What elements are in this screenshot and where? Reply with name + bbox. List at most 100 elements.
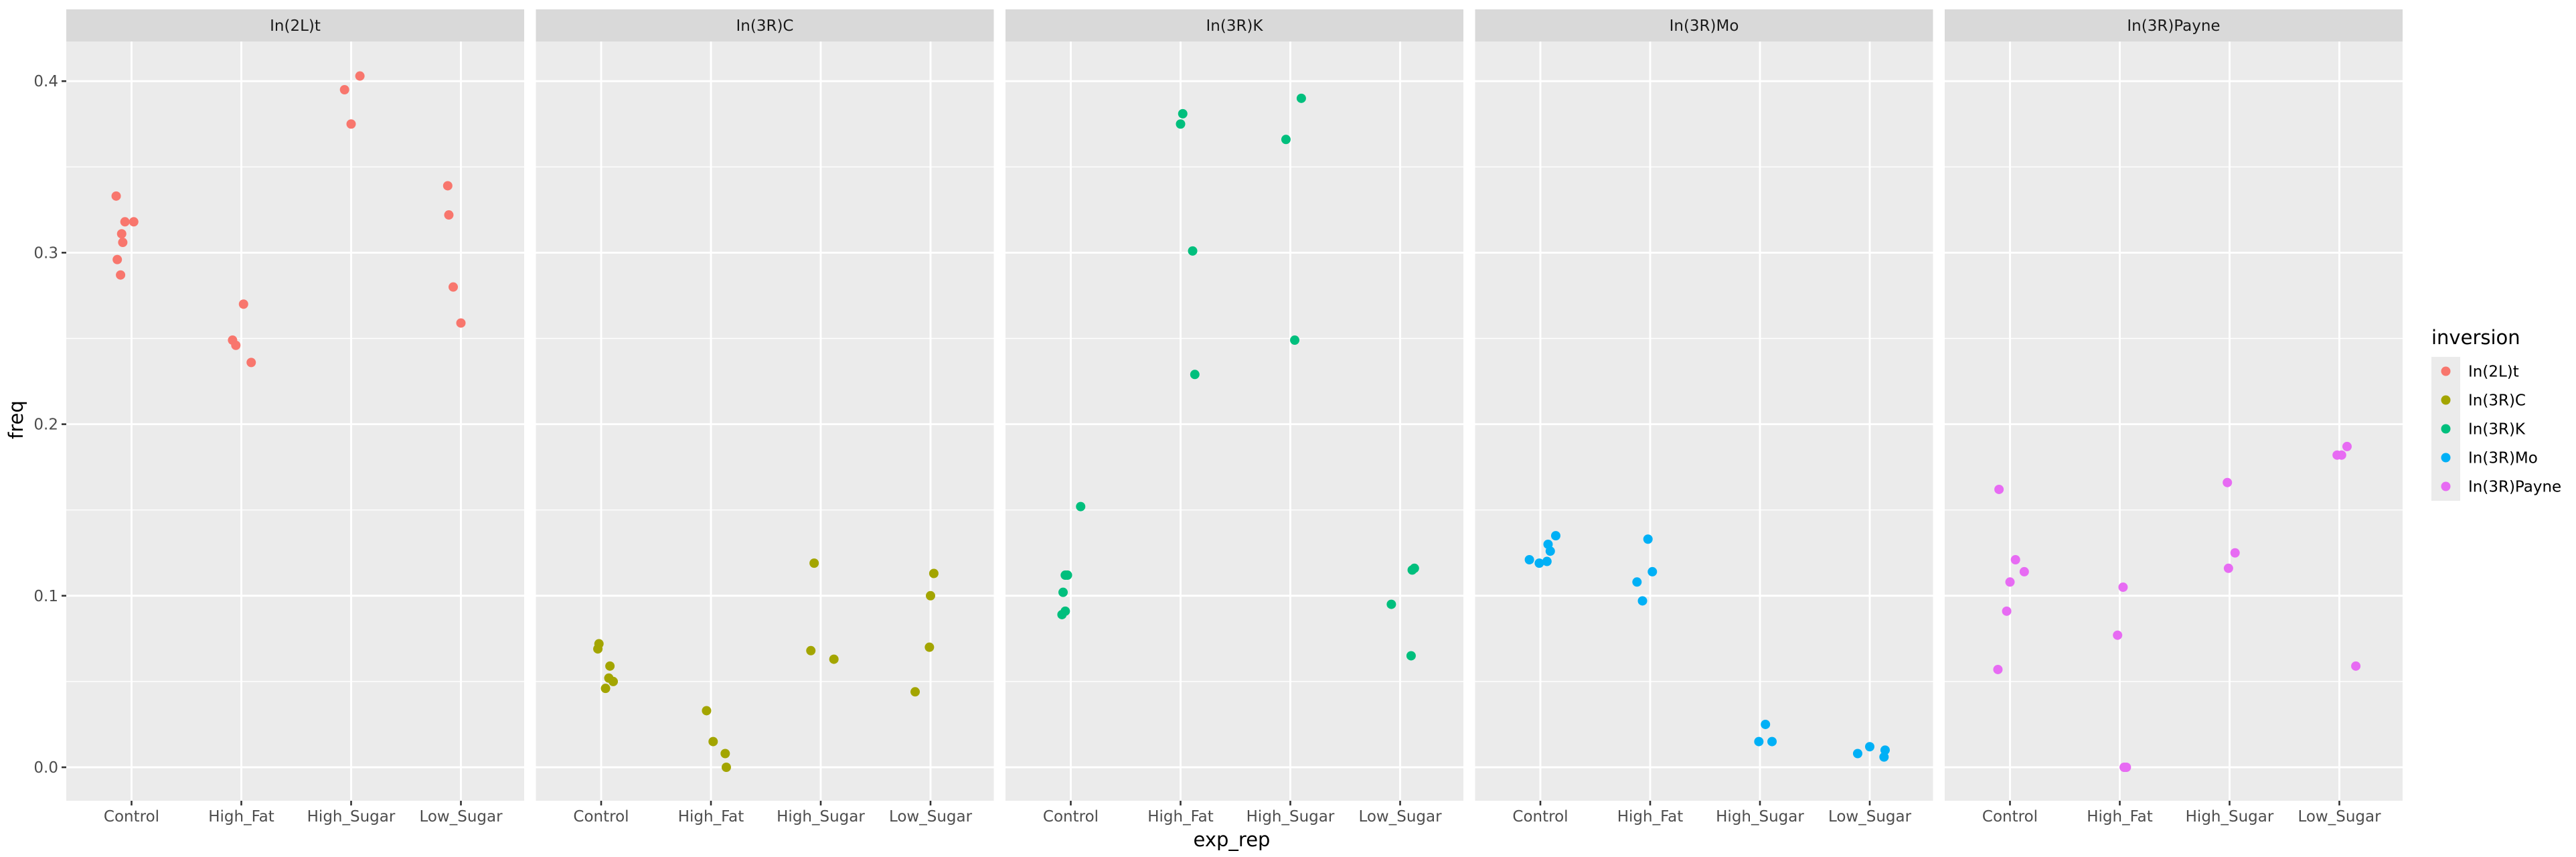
x-tick-label: Low_Sugar [1358,808,1442,826]
data-point [2230,548,2240,558]
x-tick-label: High_Sugar [777,808,865,826]
data-point [1754,736,1764,747]
y-axis: 0.0 0.1 0.2 0.3 0.4 [33,73,66,777]
data-point [708,736,718,747]
data-point [1994,484,2004,494]
data-point [1879,752,1889,762]
legend-key-point [2441,424,2451,434]
data-point [2223,477,2233,487]
data-point [1290,335,1300,345]
data-point [1637,596,1647,606]
x-tick-label: High_Fat [1147,808,1214,826]
x-tick-label: High_Fat [1617,808,1684,826]
data-point [1176,119,1186,129]
data-point [1386,599,1396,609]
data-point [929,568,939,578]
data-point [120,217,130,227]
legend-entry: In(3R)C [2431,386,2526,414]
x-tick-label: High_Sugar [307,808,396,826]
data-point [1058,587,1068,597]
x-tick-label: Control [573,808,629,826]
data-point [116,229,127,239]
legend-entry: In(3R)Mo [2431,443,2538,472]
panel-background [66,42,524,801]
data-point [2005,577,2015,587]
data-point [1062,570,1072,580]
data-point [721,763,731,772]
legend-key-point [2441,395,2451,405]
data-point [246,358,256,368]
y-tick-label: 0.4 [33,73,58,90]
data-point [1761,719,1771,729]
x-tick-label: Control [1043,808,1099,826]
facet-label: In(3R)C [736,17,794,35]
facet-label: In(2L)t [270,17,321,35]
data-point [2336,450,2346,460]
panel-background [1005,42,1463,801]
x-tick-label: Low_Sugar [1828,808,1912,826]
facet-panel: In(2L)t Control High_Fat High_Sugar Low_Suga… [66,9,524,826]
data-point [1190,370,1200,380]
legend-label: In(3R)K [2468,421,2526,439]
data-point [1407,565,1417,575]
x-tick-label: Low_Sugar [889,808,973,826]
data-point [2121,763,2131,772]
data-point [112,254,123,264]
data-point [339,85,349,95]
data-point [1767,736,1777,747]
facet-panel: In(3R)K Control High_Fat High_Sugar Low_Suga… [1005,9,1463,826]
facet-strip [66,9,524,42]
x-tick-label: High_Fat [2087,808,2153,826]
y-tick-label: 0.2 [33,416,58,434]
data-point [2342,441,2352,451]
data-point [1524,554,1534,564]
data-point [111,191,121,201]
data-point [1296,93,1306,103]
panel-background [1475,42,1933,801]
facet-panel: In(3R)Payne Control High_Fat High_Sugar Low_… [1945,9,2403,826]
legend-entry: In(3R)K [2431,414,2526,443]
x-tick-label: High_Fat [208,808,274,826]
facet-panel: In(3R)Mo Control High_Fat High_Sugar Low_Sug… [1475,9,1933,826]
legend-label: In(2L)t [2468,364,2519,381]
legend-key-point [2441,453,2451,463]
data-point [2019,566,2029,576]
data-point [118,238,128,248]
panel-background [536,42,994,801]
x-tick-label: High_Sugar [1716,808,1804,826]
legend-label: In(3R)C [2468,392,2526,410]
x-tick-label: Low_Sugar [2298,808,2381,826]
x-tick-label: High_Fat [678,808,744,826]
data-point [449,282,459,292]
facet-strip [1005,9,1463,42]
data-point [702,706,712,716]
data-point [1534,558,1544,568]
x-axis-title: exp_rep [1194,828,1271,851]
legend-key-point [2441,481,2451,491]
data-point [346,119,356,129]
data-point [1406,651,1416,661]
data-point [806,645,816,655]
facet-label: In(3R)Payne [2127,17,2220,35]
data-point [1057,609,1067,619]
facet-strip [1945,9,2403,42]
data-point [1545,546,1555,556]
data-point [910,687,920,697]
data-point [444,210,454,220]
facet-label: In(3R)K [1206,17,1263,35]
legend-title: inversion [2431,326,2520,349]
legend-entry: In(3R)Payne [2431,472,2561,501]
data-point [1178,108,1188,119]
x-tick-label: High_Sugar [1246,808,1335,826]
data-point [926,591,935,601]
y-tick-label: 0.1 [33,588,58,605]
data-point [1550,531,1560,541]
facet-strip [1475,9,1933,42]
data-point [442,181,453,191]
data-point [1647,566,1658,576]
data-point [1281,135,1291,145]
data-point [605,661,615,671]
legend-key-point [2441,366,2451,376]
data-point [238,299,248,309]
data-point [456,318,466,328]
